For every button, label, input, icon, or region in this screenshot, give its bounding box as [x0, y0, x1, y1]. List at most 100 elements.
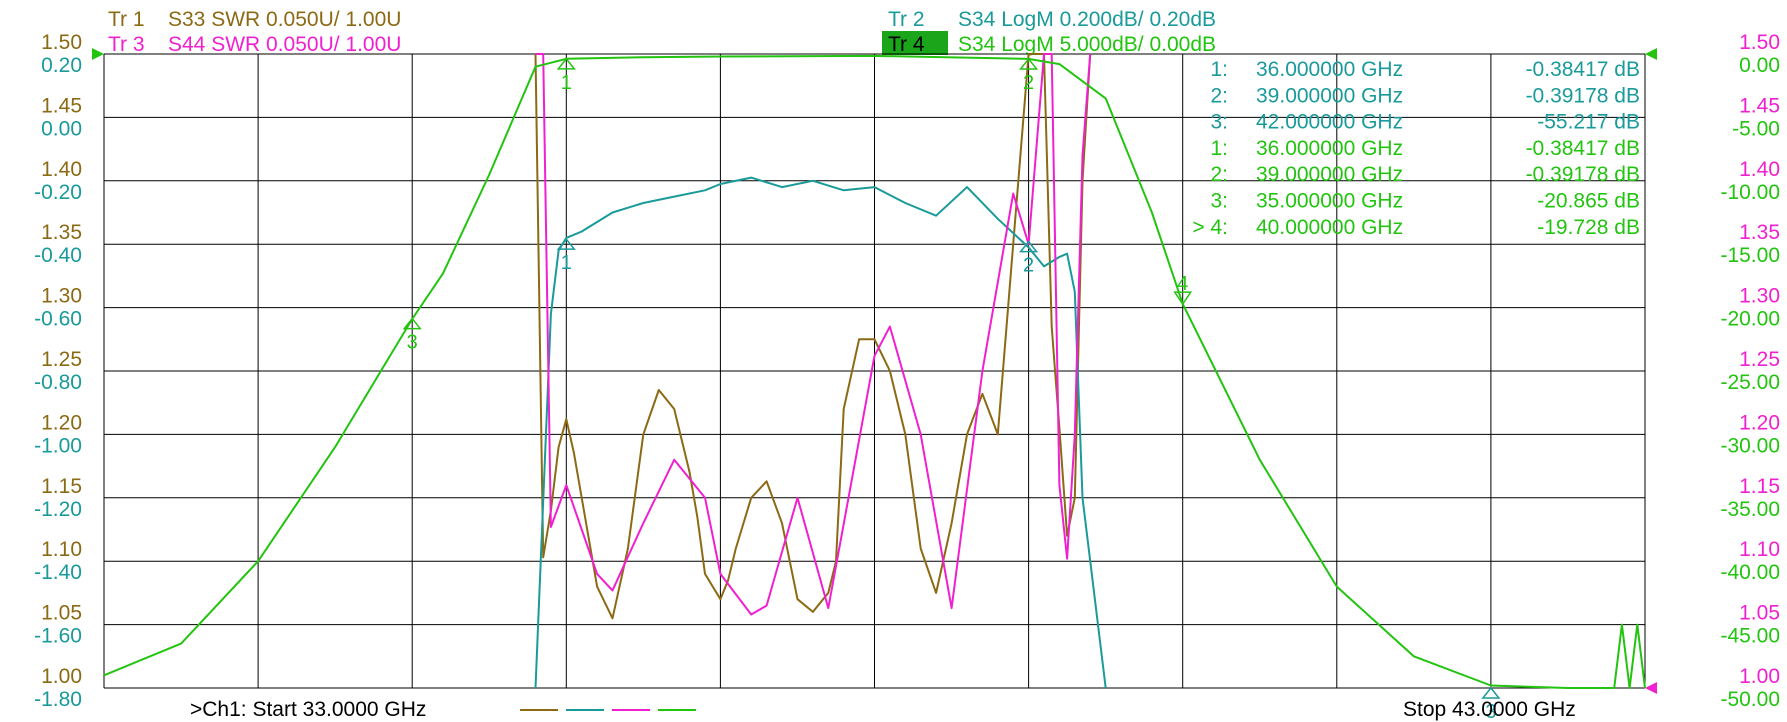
marker-tr4-2-icon	[1019, 57, 1039, 70]
tick-label-left-inner: -0.80	[34, 371, 82, 394]
tick-label-right-outer: 1.40	[1739, 158, 1780, 181]
tick-label-left-inner: -1.00	[34, 434, 82, 457]
tick-label-right-outer: 1.25	[1739, 348, 1780, 371]
marker-tr4-4-icon	[1173, 291, 1193, 306]
marker-label-tr4-2: 2	[1023, 72, 1034, 94]
graticule	[103, 53, 1646, 689]
tick-label-left-inner: 0.20	[41, 54, 82, 77]
marker-label-tr4-3: 3	[407, 332, 418, 354]
tick-label-left-outer: 1.15	[41, 475, 82, 498]
marker-table-frequency: 40.000000 GHz	[1256, 216, 1403, 239]
marker-label-tr4-1: 1	[561, 72, 572, 94]
tick-label-right-inner: -50.00	[1720, 688, 1780, 711]
marker-table-id: 1:	[1210, 137, 1228, 160]
tr1-tag[interactable]: Tr 1	[108, 8, 145, 31]
tr4-tag[interactable]: Tr 4	[888, 33, 925, 56]
ref-arrow-right-icon[interactable]	[1645, 48, 1657, 60]
marker-tr4-1-icon	[556, 57, 576, 70]
tick-label-right-outer: 1.05	[1739, 602, 1780, 625]
markers: 1 2 3 1 2 3 4	[402, 57, 1501, 722]
ref-arrow-left-icon[interactable]	[92, 48, 104, 60]
marker-table-value: -20.865 dB	[1537, 190, 1640, 213]
tr3-tag[interactable]: Tr 3	[108, 33, 145, 56]
marker-table-frequency: 36.000000 GHz	[1256, 137, 1403, 160]
marker-label-tr2-1: 1	[561, 252, 572, 274]
tick-label-left-outer: 1.10	[41, 538, 82, 561]
tick-label-right-outer: 1.20	[1739, 411, 1780, 434]
tick-label-left-inner: -1.60	[34, 625, 82, 648]
tick-label-left-inner: -1.80	[34, 688, 82, 711]
marker-table-value: -0.38417 dB	[1526, 137, 1640, 160]
marker-table-value: -0.38417 dB	[1526, 58, 1640, 81]
trace-tr1	[534, 53, 1092, 620]
marker-table-value: -0.39178 dB	[1526, 84, 1640, 107]
tr1-format: S33 SWR 0.050U/ 1.00U	[168, 8, 401, 31]
tick-label-left-inner: -1.20	[34, 498, 82, 521]
tick-label-right-inner: -30.00	[1720, 434, 1780, 457]
marker-table-frequency: 35.000000 GHz	[1256, 190, 1403, 213]
tick-label-right-outer: 1.15	[1739, 475, 1780, 498]
marker-table-frequency: 36.000000 GHz	[1256, 58, 1403, 81]
marker-table-id: 2:	[1210, 84, 1228, 107]
tr2-tag[interactable]: Tr 2	[888, 8, 925, 31]
marker-table-frequency: 42.000000 GHz	[1256, 111, 1403, 134]
tick-label-right-inner: -25.00	[1720, 371, 1780, 394]
tick-label-left-inner: -0.60	[34, 308, 82, 331]
tick-label-right-inner: -10.00	[1720, 181, 1780, 204]
trace-tr4	[103, 54, 1646, 689]
marker-tr2-2-icon	[1019, 240, 1039, 253]
stop-frequency[interactable]: Stop 43.0000 GHz	[1403, 698, 1576, 721]
marker-label-tr4-4: 4	[1177, 273, 1188, 295]
start-frequency[interactable]: >Ch1: Start 33.0000 GHz	[190, 698, 426, 721]
footer: >Ch1: Start 33.0000 GHz Stop 43.0000 GHz	[190, 698, 1576, 721]
tick-label-left-inner: -0.40	[34, 244, 82, 267]
marker-label-tr2-2: 2	[1023, 255, 1034, 277]
marker-table-id: 1:	[1210, 58, 1228, 81]
ref-arrow-right-bottom-icon[interactable]	[1645, 682, 1657, 694]
axis-labels: 1.50 1.45 1.40 1.35 1.30 1.25 1.20 1.15 1.10 1.05…	[34, 31, 1780, 711]
tick-label-right-outer: 1.10	[1739, 538, 1780, 561]
marker-table-id: 3:	[1210, 190, 1228, 213]
tick-label-right-outer: 1.35	[1739, 221, 1780, 244]
tick-label-left-inner: 0.00	[41, 117, 82, 140]
marker-table-frequency: 39.000000 GHz	[1256, 84, 1403, 107]
marker-table-id: 2:	[1210, 163, 1228, 186]
marker-table-id: > 4:	[1192, 216, 1228, 239]
tick-label-left-inner: -0.20	[34, 181, 82, 204]
trace-tr3	[535, 53, 1092, 616]
tick-label-left-outer: 1.30	[41, 285, 82, 308]
tr3-format: S44 SWR 0.050U/ 1.00U	[168, 33, 401, 56]
tick-label-left-outer: 1.45	[41, 94, 82, 117]
marker-table-frequency: 39.000000 GHz	[1256, 163, 1403, 186]
tick-label-right-outer: 1.50	[1739, 31, 1780, 54]
marker-table-value: -55.217 dB	[1537, 111, 1640, 134]
tick-label-left-outer: 1.35	[41, 221, 82, 244]
marker-table: 1: 36.000000 GHz -0.38417 dB 2: 39.000000 GH…	[1192, 58, 1640, 239]
marker-label-tr2-3: 3	[1485, 701, 1496, 722]
tick-label-left-outer: 1.25	[41, 348, 82, 371]
tick-label-right-inner: -5.00	[1732, 117, 1780, 140]
tick-label-right-inner: -35.00	[1720, 498, 1780, 521]
tick-label-right-inner: -20.00	[1720, 308, 1780, 331]
tr2-format: S34 LogM 0.200dB/ 0.20dB	[958, 8, 1216, 31]
marker-tr4-3-icon	[402, 317, 422, 330]
tick-label-left-outer: 1.20	[41, 411, 82, 434]
tick-label-left-inner: -1.40	[34, 561, 82, 584]
tick-label-left-outer: 1.40	[41, 158, 82, 181]
tr4-active-tag-bg	[882, 31, 948, 55]
trace-header: Tr 1 S33 SWR 0.050U/ 1.00U Tr 3 S44 SWR …	[108, 8, 1216, 56]
traces	[103, 53, 1646, 689]
marker-table-id: 3:	[1210, 111, 1228, 134]
tick-label-left-outer: 1.00	[41, 665, 82, 688]
trace-tr2	[534, 176, 1107, 689]
marker-tr2-3-icon	[1481, 686, 1501, 699]
tick-label-right-inner: 0.00	[1739, 54, 1780, 77]
tick-label-right-outer: 1.30	[1739, 285, 1780, 308]
tick-label-right-inner: -15.00	[1720, 244, 1780, 267]
tick-label-right-inner: -45.00	[1720, 625, 1780, 648]
tick-label-left-outer: 1.50	[41, 31, 82, 54]
marker-table-value: -19.728 dB	[1537, 216, 1640, 239]
tick-label-right-outer: 1.00	[1739, 665, 1780, 688]
marker-table-value: -0.39178 dB	[1526, 163, 1640, 186]
